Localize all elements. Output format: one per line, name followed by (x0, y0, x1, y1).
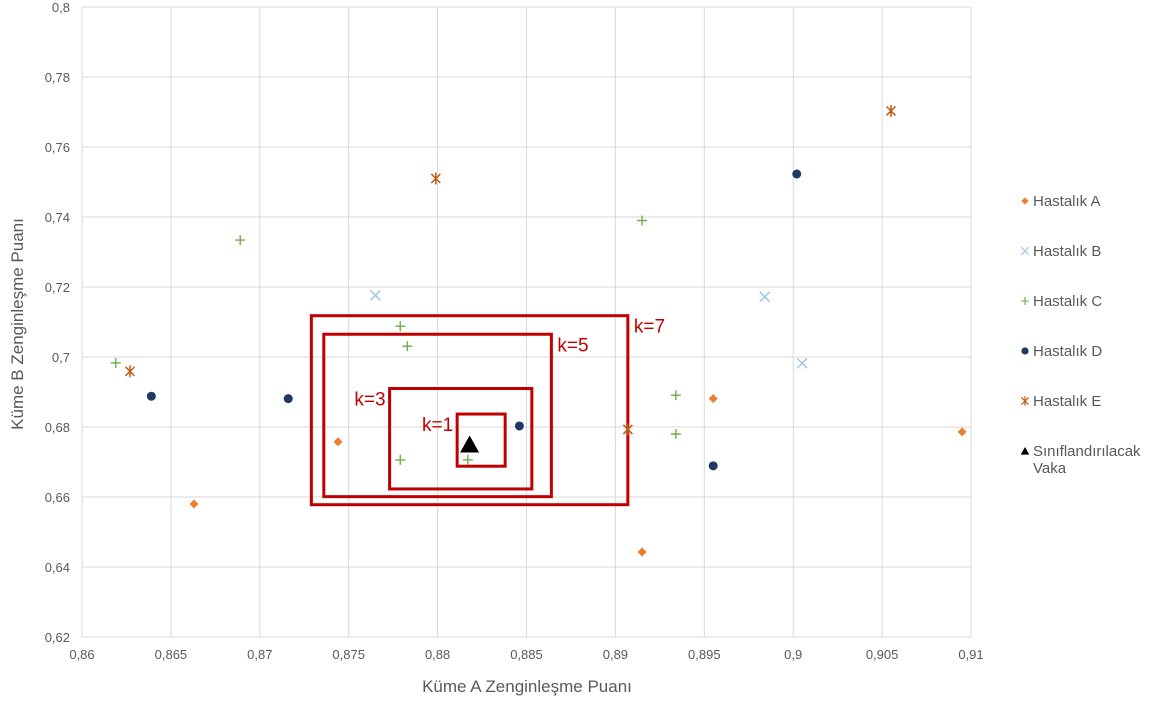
data-point (885, 104, 897, 117)
data-point (430, 172, 441, 185)
legend-marker (1020, 446, 1030, 455)
k-neighborhoods: k=1 k=3 k=5 k=7 (309, 314, 665, 507)
legend: Hastalık A Hastalık B Hastalık C Hastalık D… (1020, 193, 1141, 477)
data-point (759, 291, 771, 303)
k-label: k=3 (354, 390, 385, 411)
legend-item: Hastalık A (1021, 193, 1101, 210)
legend-item: Hastalık E (1020, 393, 1101, 410)
data-point (670, 429, 681, 439)
y-tick-label: 0,68 (45, 420, 70, 435)
data-point (462, 454, 473, 465)
x-tick-label: 0,885 (510, 647, 543, 662)
series-3 (110, 215, 681, 465)
y-tick-label: 0,72 (45, 280, 70, 295)
grid (81, 6, 972, 638)
legend-marker (1021, 347, 1029, 355)
data-point (957, 427, 967, 437)
legend-label: Hastalık B (1033, 243, 1101, 260)
x-tick-label: 0,905 (866, 647, 899, 662)
x-axis-title: Küme A Zenginleşme Puanı (422, 677, 632, 696)
legend-label: Hastalık E (1033, 393, 1101, 410)
series-6 (460, 435, 480, 453)
x-tick-label: 0,9 (784, 647, 802, 662)
data-point (637, 215, 648, 226)
legend-label: Hastalık A (1033, 193, 1101, 210)
legend-label: Hastalık C (1033, 293, 1102, 310)
x-tick-label: 0,88 (425, 647, 450, 662)
data-point (402, 341, 413, 352)
y-tick-label: 0,78 (45, 70, 70, 85)
data-point (369, 289, 381, 301)
x-tick-label: 0,875 (332, 647, 365, 662)
data-point (235, 235, 246, 246)
data-point (460, 435, 480, 453)
data-point (670, 390, 681, 401)
legend-label: Sınıflandırılacak Vaka (1033, 443, 1141, 477)
data-point (189, 499, 199, 509)
k-label: k=7 (634, 317, 665, 338)
y-tick-label: 0,62 (45, 630, 70, 645)
k-rect-k5: k=5 (322, 332, 589, 499)
x-tick-label: 0,895 (688, 647, 721, 662)
data-point (708, 461, 718, 471)
data-point (283, 394, 293, 404)
legend-marker (1020, 246, 1030, 256)
x-tick-label: 0,86 (69, 647, 94, 662)
data-point (333, 437, 343, 447)
y-axis-title: Küme B Zenginleşme Puanı (8, 218, 27, 430)
y-tick-label: 0,76 (45, 140, 70, 155)
legend-marker (1020, 396, 1030, 406)
legend-item: Hastalık C (1021, 293, 1102, 310)
k-label: k=5 (557, 335, 588, 356)
data-point (796, 357, 808, 369)
data-points (110, 104, 967, 557)
data-point (792, 169, 802, 179)
data-point (146, 391, 156, 401)
x-tick-label: 0,87 (247, 647, 272, 662)
legend-label: Hastalık D (1033, 343, 1102, 360)
data-point (124, 365, 136, 378)
y-tick-label: 0,64 (45, 560, 70, 575)
data-point (622, 423, 633, 436)
data-point (708, 394, 718, 404)
x-tick-label: 0,89 (603, 647, 628, 662)
series-5 (124, 104, 897, 436)
k-rect-k3: k=3 (354, 387, 534, 491)
x-tick-label: 0,91 (958, 647, 983, 662)
data-point (637, 547, 647, 557)
k-rect-k1: k=1 (422, 412, 507, 468)
data-point (514, 421, 524, 431)
legend-item: Hastalık D (1021, 343, 1102, 360)
tick-labels: 0,86 0,865 0,87 0,875 0,88 0,885 0,89 0,895 0,9 0… (45, 0, 984, 662)
data-point (395, 321, 406, 332)
legend-marker (1021, 297, 1030, 306)
y-tick-label: 0,7 (52, 350, 70, 365)
legend-item: Hastalık B (1020, 243, 1101, 260)
data-point (110, 357, 121, 368)
y-tick-label: 0,74 (45, 210, 70, 225)
y-tick-label: 0,66 (45, 490, 70, 505)
data-point (395, 454, 406, 465)
legend-item: Sınıflandırılacak Vaka (1020, 443, 1141, 477)
series-1 (189, 394, 967, 557)
series-4 (146, 169, 802, 471)
series-2 (369, 289, 808, 369)
legend-marker (1021, 197, 1029, 205)
x-tick-label: 0,865 (155, 647, 188, 662)
k-rect-k7: k=7 (309, 314, 665, 507)
k-label: k=1 (422, 415, 453, 436)
y-tick-label: 0,8 (52, 0, 70, 15)
